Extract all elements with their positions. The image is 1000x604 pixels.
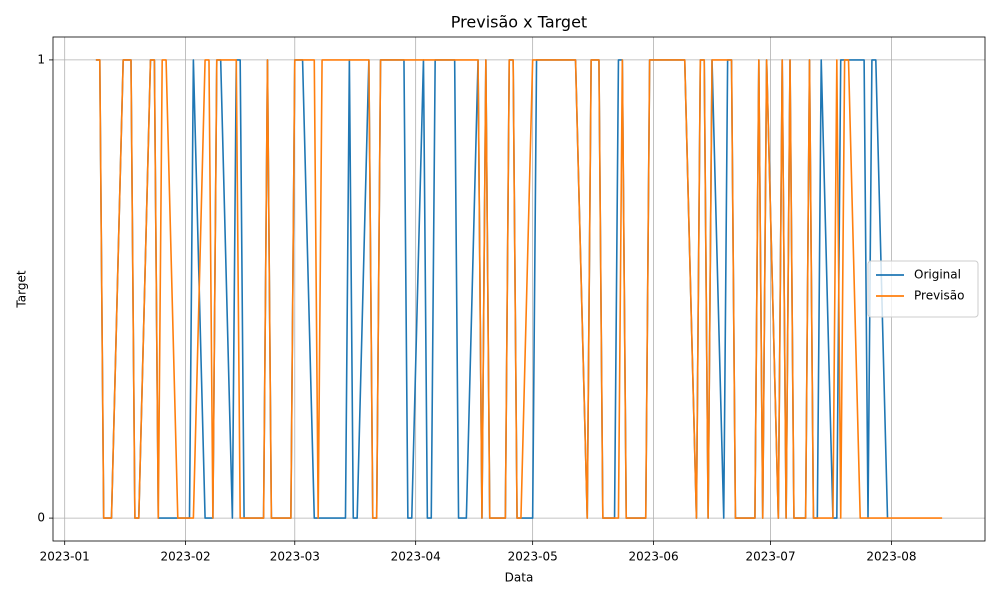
chart-title: Previsão x Target	[451, 13, 587, 32]
x-tick-label: 2023-04	[391, 550, 441, 564]
x-axis-label: Data	[505, 571, 534, 585]
x-tick-label: 2023-07	[745, 550, 795, 564]
x-tick-label: 2023-02	[161, 550, 211, 564]
plot-frame	[52, 36, 986, 542]
series-line	[95, 59, 943, 519]
x-tick-label: 2023-08	[866, 550, 916, 564]
legend-label: Previsão	[914, 289, 964, 303]
x-tick-label: 2023-03	[270, 550, 320, 564]
legend: Original Previsão	[867, 260, 979, 318]
legend-label: Original	[914, 268, 961, 282]
y-tick-label: 0	[37, 511, 45, 525]
x-tick-label: 2023-06	[628, 550, 678, 564]
x-tick-label: 2023-01	[40, 550, 90, 564]
x-tick-label: 2023-05	[508, 550, 558, 564]
y-tick-label: 1	[37, 52, 45, 66]
y-axis-label: Target	[15, 270, 29, 308]
